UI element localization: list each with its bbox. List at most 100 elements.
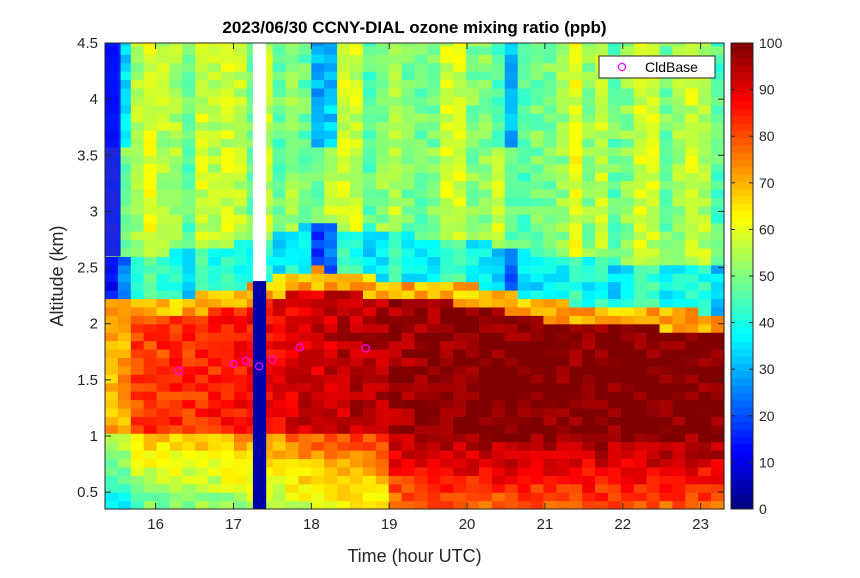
heatmap-cell (388, 323, 403, 333)
heatmap-cell (233, 492, 248, 502)
heatmap-cell (633, 130, 648, 140)
heatmap-cell (659, 374, 674, 384)
heatmap-cell (543, 87, 557, 97)
heatmap-cell (375, 466, 390, 476)
heatmap-cell (388, 264, 403, 274)
heatmap-cell (156, 155, 171, 165)
heatmap-cell (414, 365, 428, 375)
heatmap-cell (117, 214, 132, 224)
heatmap-cell (543, 130, 557, 140)
colorbar-segment (731, 254, 753, 262)
heatmap-cell (659, 281, 674, 291)
heatmap-cell (414, 197, 428, 207)
heatmap-cell (582, 374, 596, 384)
heatmap-cell (375, 121, 390, 131)
heatmap-cell (543, 146, 557, 156)
heatmap-cell (233, 407, 248, 417)
heatmap-cell (117, 382, 132, 392)
heatmap-cell (440, 340, 454, 350)
heatmap-cell (375, 104, 390, 114)
heatmap-cell (143, 382, 158, 392)
heatmap-cell (156, 231, 171, 241)
heatmap-cell (453, 407, 467, 417)
colorbar-segment (731, 414, 753, 423)
heatmap-cell (350, 416, 364, 426)
heatmap-cell (272, 466, 287, 476)
heatmap-cell (182, 155, 196, 165)
heatmap-cell (698, 332, 712, 342)
heatmap-cell (143, 130, 158, 140)
heatmap-cell (182, 121, 196, 131)
heatmap-cell (530, 492, 545, 502)
heatmap-cell (440, 163, 454, 173)
heatmap-cell (620, 121, 635, 131)
heatmap-cell (453, 54, 467, 64)
heatmap-cell (311, 424, 325, 434)
heatmap-cell (169, 315, 183, 325)
heatmap-cell (517, 458, 532, 468)
heatmap-cell (453, 306, 467, 316)
heatmap-cell (169, 130, 183, 140)
heatmap-cell (182, 264, 196, 274)
heatmap-cell (350, 391, 364, 401)
heatmap-cell (620, 146, 635, 156)
heatmap-cell (324, 416, 338, 426)
heatmap-cell (337, 290, 351, 300)
legend: CldBase (598, 55, 716, 79)
heatmap-cell (388, 222, 403, 232)
heatmap-cell (221, 71, 235, 81)
heatmap-cell (311, 306, 325, 316)
heatmap-cell (285, 306, 300, 316)
heatmap-cell (117, 500, 132, 510)
heatmap-cell (117, 458, 132, 468)
heatmap-cell (685, 475, 699, 485)
heatmap-cell (633, 146, 648, 156)
heatmap-cell (208, 54, 222, 64)
heatmap-cell (556, 71, 570, 81)
heatmap-cell (143, 323, 158, 333)
heatmap-cell (672, 155, 686, 165)
heatmap-cell (466, 466, 480, 476)
heatmap-cell (504, 205, 519, 215)
heatmap-cell (711, 256, 725, 266)
heatmap-cell (156, 180, 171, 190)
heatmap-cell (401, 450, 416, 460)
heatmap-cell (595, 475, 609, 485)
heatmap-cell (272, 45, 287, 55)
heatmap-cell (478, 130, 493, 140)
heatmap-cell (504, 130, 519, 140)
heatmap-cell (169, 188, 183, 198)
heatmap-cell (530, 138, 545, 148)
heatmap-cell (285, 315, 300, 325)
heatmap-cell (582, 466, 596, 476)
heatmap-cell (633, 180, 648, 190)
heatmap-cell (595, 399, 609, 409)
heatmap-cell (117, 323, 132, 333)
heatmap-cell (569, 323, 583, 333)
heatmap-cell (221, 340, 235, 350)
heatmap-cell (182, 450, 196, 460)
heatmap-cell (543, 71, 557, 81)
heatmap-cell (143, 247, 158, 257)
heatmap-cell (143, 492, 158, 502)
heatmap-cell (272, 96, 287, 106)
heatmap-cell (595, 197, 609, 207)
heatmap-cell (375, 231, 390, 241)
heatmap-cell (221, 138, 235, 148)
heatmap-cell (711, 399, 725, 409)
heatmap-cell (401, 357, 416, 367)
heatmap-cell (130, 104, 145, 114)
heatmap-cell (711, 130, 725, 140)
heatmap-cell (221, 197, 235, 207)
heatmap-cell (156, 239, 171, 249)
heatmap-cell (117, 231, 132, 241)
heatmap-cell (569, 399, 583, 409)
heatmap-cell (272, 163, 287, 173)
heatmap-cell (607, 332, 622, 342)
heatmap-cell (401, 54, 416, 64)
heatmap-cell (453, 483, 467, 493)
heatmap-cell (711, 298, 725, 308)
heatmap-cell (504, 163, 519, 173)
heatmap-cell (401, 332, 416, 342)
heatmap-cell (195, 222, 209, 232)
